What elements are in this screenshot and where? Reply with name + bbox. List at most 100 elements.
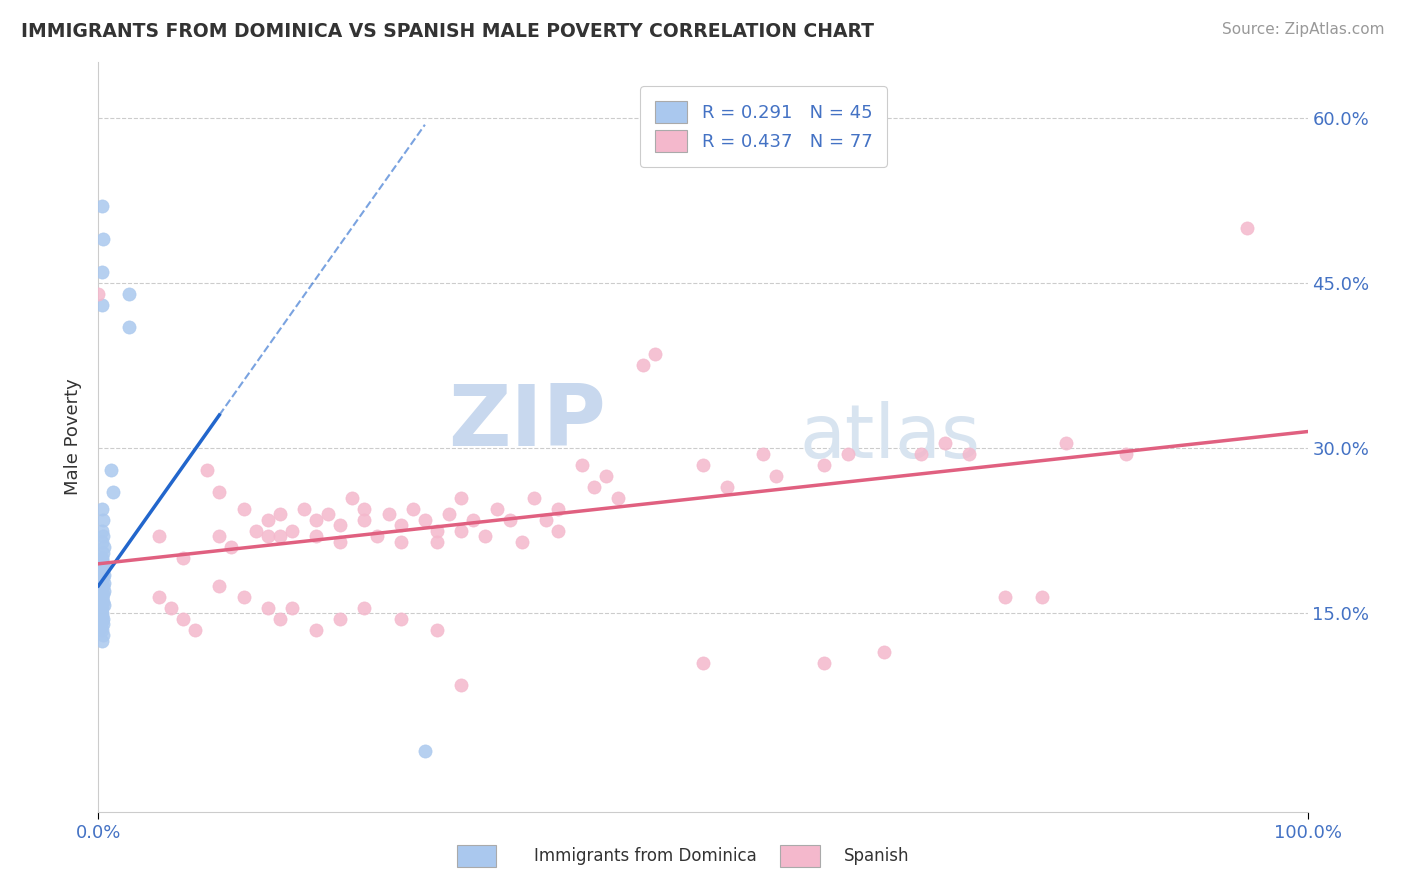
Point <box>498 513 520 527</box>
Point <box>389 518 412 533</box>
Point <box>342 491 364 505</box>
Point <box>644 347 666 361</box>
Point <box>305 529 328 543</box>
Point <box>91 574 114 588</box>
Point <box>100 463 122 477</box>
Point <box>571 458 593 472</box>
Point <box>91 565 114 579</box>
Point <box>1031 590 1053 604</box>
Point <box>402 501 425 516</box>
Point <box>91 534 114 549</box>
Point <box>91 551 114 566</box>
Point <box>91 553 114 567</box>
Point <box>91 199 114 213</box>
Point <box>813 656 835 670</box>
Point <box>329 612 352 626</box>
Point <box>426 534 449 549</box>
Point <box>184 623 207 637</box>
Point <box>353 513 375 527</box>
Point <box>426 623 449 637</box>
Point <box>1236 220 1258 235</box>
Point <box>90 619 112 633</box>
Point <box>93 560 115 574</box>
Point <box>91 581 114 595</box>
Point <box>547 524 569 538</box>
Point <box>148 529 170 543</box>
Point <box>426 524 449 538</box>
Point <box>91 529 114 543</box>
Point <box>281 600 304 615</box>
Point <box>692 656 714 670</box>
Point <box>1115 447 1137 461</box>
Point <box>91 592 114 607</box>
Point <box>413 513 436 527</box>
Point <box>208 529 231 543</box>
Point <box>523 491 546 505</box>
Point <box>232 590 254 604</box>
Text: Source: ZipAtlas.com: Source: ZipAtlas.com <box>1222 22 1385 37</box>
Y-axis label: Male Poverty: Male Poverty <box>65 379 83 495</box>
Point <box>91 298 114 312</box>
Point <box>232 501 254 516</box>
Point <box>873 645 896 659</box>
Point <box>910 447 932 461</box>
Point <box>91 595 114 609</box>
Point <box>93 575 115 590</box>
Legend: R = 0.291   N = 45, R = 0.437   N = 77: R = 0.291 N = 45, R = 0.437 N = 77 <box>640 87 887 167</box>
Point <box>353 600 375 615</box>
Point <box>91 232 114 246</box>
Point <box>389 534 412 549</box>
Point <box>91 608 114 623</box>
Point <box>90 604 112 618</box>
Point <box>160 600 183 615</box>
Point <box>93 541 115 555</box>
Point <box>1054 435 1077 450</box>
Point <box>463 513 485 527</box>
Point <box>366 529 388 543</box>
Point <box>256 600 278 615</box>
Point <box>208 485 231 500</box>
Point <box>305 623 328 637</box>
Point <box>269 507 291 521</box>
Point <box>91 570 114 584</box>
Text: ZIP: ZIP <box>449 381 606 464</box>
Point <box>256 513 278 527</box>
Text: IMMIGRANTS FROM DOMINICA VS SPANISH MALE POVERTY CORRELATION CHART: IMMIGRANTS FROM DOMINICA VS SPANISH MALE… <box>21 22 875 41</box>
Point <box>87 286 110 301</box>
Point <box>91 586 114 600</box>
Point <box>208 579 231 593</box>
Point <box>93 567 115 582</box>
Point <box>91 628 114 642</box>
Point <box>510 534 533 549</box>
Point <box>281 524 304 538</box>
Point <box>195 463 218 477</box>
Point <box>292 501 315 516</box>
Point <box>716 480 738 494</box>
Point <box>91 600 114 615</box>
Point <box>450 678 472 692</box>
Point <box>377 507 399 521</box>
Point <box>172 612 194 626</box>
Point <box>91 265 114 279</box>
Point <box>256 529 278 543</box>
Point <box>437 507 460 521</box>
Point <box>813 458 835 472</box>
Point <box>148 590 170 604</box>
Point <box>91 501 114 516</box>
Point <box>269 529 291 543</box>
Point <box>595 468 617 483</box>
Point <box>486 501 509 516</box>
Point <box>329 518 352 533</box>
Point <box>91 612 114 626</box>
Point <box>91 623 114 637</box>
Point <box>316 507 339 521</box>
Text: Spanish: Spanish <box>844 847 910 865</box>
Point <box>91 546 114 560</box>
Point <box>101 485 124 500</box>
Point <box>450 524 472 538</box>
Point <box>957 447 980 461</box>
Point <box>752 447 775 461</box>
Point <box>118 286 141 301</box>
Point <box>91 513 114 527</box>
Point <box>93 584 115 599</box>
